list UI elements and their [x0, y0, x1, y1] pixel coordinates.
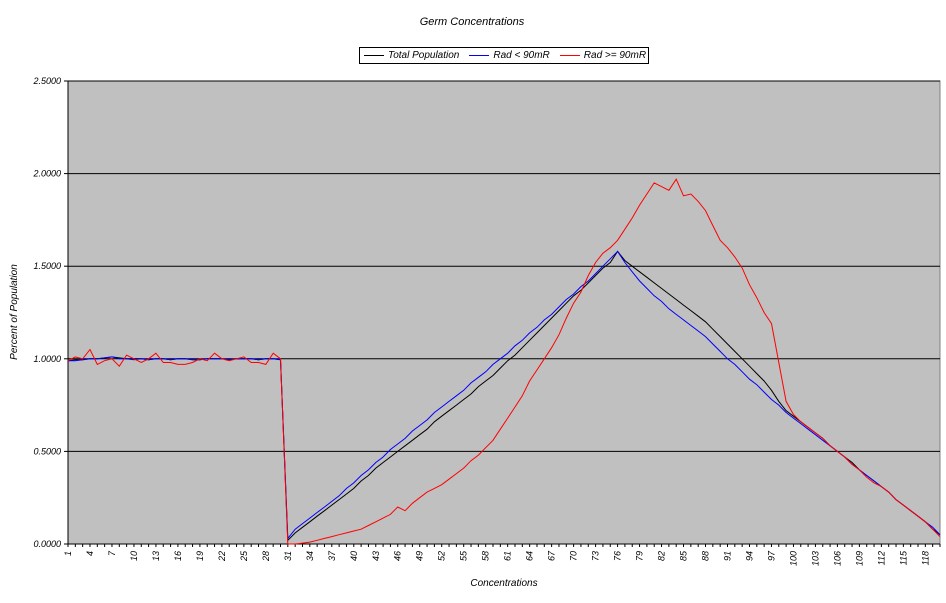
x-tick-label: 22 — [217, 551, 227, 562]
legend-item-total: Total Population — [364, 50, 459, 61]
x-tick-label: 34 — [305, 551, 315, 561]
x-tick-label: 61 — [503, 551, 513, 561]
plot-background — [67, 80, 941, 545]
x-tick-label: 79 — [635, 551, 645, 561]
x-axis-ticks: 1 4 7 10 13 16 19 22 25 28 31 34 37 40 43 46 49 52 55 58 61 6… — [63, 544, 941, 566]
x-axis-label: Concentrations — [470, 578, 537, 589]
y-axis-label: Percent of Population — [9, 264, 20, 360]
series-line-1 — [68, 250, 941, 540]
x-tick-label: 16 — [173, 551, 183, 561]
series-line-2 — [67, 178, 941, 545]
legend-label-rad-low: Rad < 90mR — [493, 50, 550, 61]
y-tick-label: 1.5000 — [33, 261, 61, 271]
x-tick-label: 106 — [832, 551, 842, 566]
x-tick-label: 64 — [525, 551, 535, 561]
x-tick-label: 55 — [459, 550, 469, 561]
legend-label-rad-high: Rad >= 90mR — [583, 50, 647, 61]
x-tick-label: 73 — [591, 551, 601, 561]
x-tick-label: 46 — [393, 551, 403, 561]
legend-item-rad-high: Rad >= 90mR — [559, 50, 647, 61]
x-tick-label: 49 — [415, 551, 425, 561]
x-tick-label: 118 — [920, 551, 930, 565]
x-tick-label: 40 — [349, 551, 359, 561]
legend-swatch-total — [364, 55, 384, 56]
x-tick-label: 37 — [327, 550, 337, 561]
chart-title: Germ Concentrations — [420, 16, 525, 28]
x-tick-label: 7 — [107, 550, 117, 556]
x-tick-label: 67 — [547, 550, 557, 561]
x-tick-label: 52 — [437, 551, 447, 561]
legend: Total Population Rad < 90mR Rad >= 90mR — [359, 47, 649, 64]
x-tick-label: 109 — [854, 551, 864, 566]
y-tick-label: 0.0000 — [33, 539, 61, 549]
x-tick-label: 103 — [810, 551, 820, 566]
x-tick-label: 43 — [371, 551, 381, 561]
x-tick-label: 58 — [481, 551, 491, 561]
series-lines — [67, 178, 941, 545]
x-tick-label: 115 — [898, 550, 908, 565]
x-tick-label: 19 — [195, 551, 205, 561]
x-tick-label: 91 — [722, 551, 732, 561]
y-tick-label: 1.0000 — [33, 354, 61, 364]
x-tick-label: 28 — [261, 551, 271, 562]
y-tick-label: 0.5000 — [33, 446, 61, 456]
x-tick-label: 112 — [876, 551, 886, 565]
x-tick-label: 4 — [85, 551, 95, 556]
y-axis-ticks: 0.0000 0.5000 1.0000 1.5000 2.0000 2.5000 — [32, 76, 68, 549]
x-tick-label: 100 — [788, 551, 798, 566]
x-tick-label: 82 — [657, 551, 667, 561]
y-tick-label: 2.0000 — [32, 169, 61, 179]
x-tick-label: 13 — [151, 551, 161, 561]
x-tick-label: 31 — [283, 551, 293, 561]
x-tick-label: 10 — [129, 551, 139, 561]
legend-label-total: Total Population — [388, 50, 460, 61]
x-tick-label: 85 — [679, 550, 689, 561]
x-tick-label: 94 — [744, 551, 754, 561]
x-tick-label: 70 — [569, 551, 579, 561]
x-tick-label: 97 — [766, 550, 776, 561]
x-tick-label: 1 — [63, 551, 73, 556]
x-tick-label: 76 — [613, 551, 623, 561]
legend-item-rad-low: Rad < 90mR — [469, 50, 550, 61]
y-tick-label: 2.5000 — [32, 76, 61, 86]
x-tick-label: 25 — [239, 550, 249, 562]
x-tick-label: 88 — [701, 551, 711, 561]
legend-swatch-rad-low — [469, 55, 490, 56]
legend-swatch-rad-high — [559, 55, 580, 56]
